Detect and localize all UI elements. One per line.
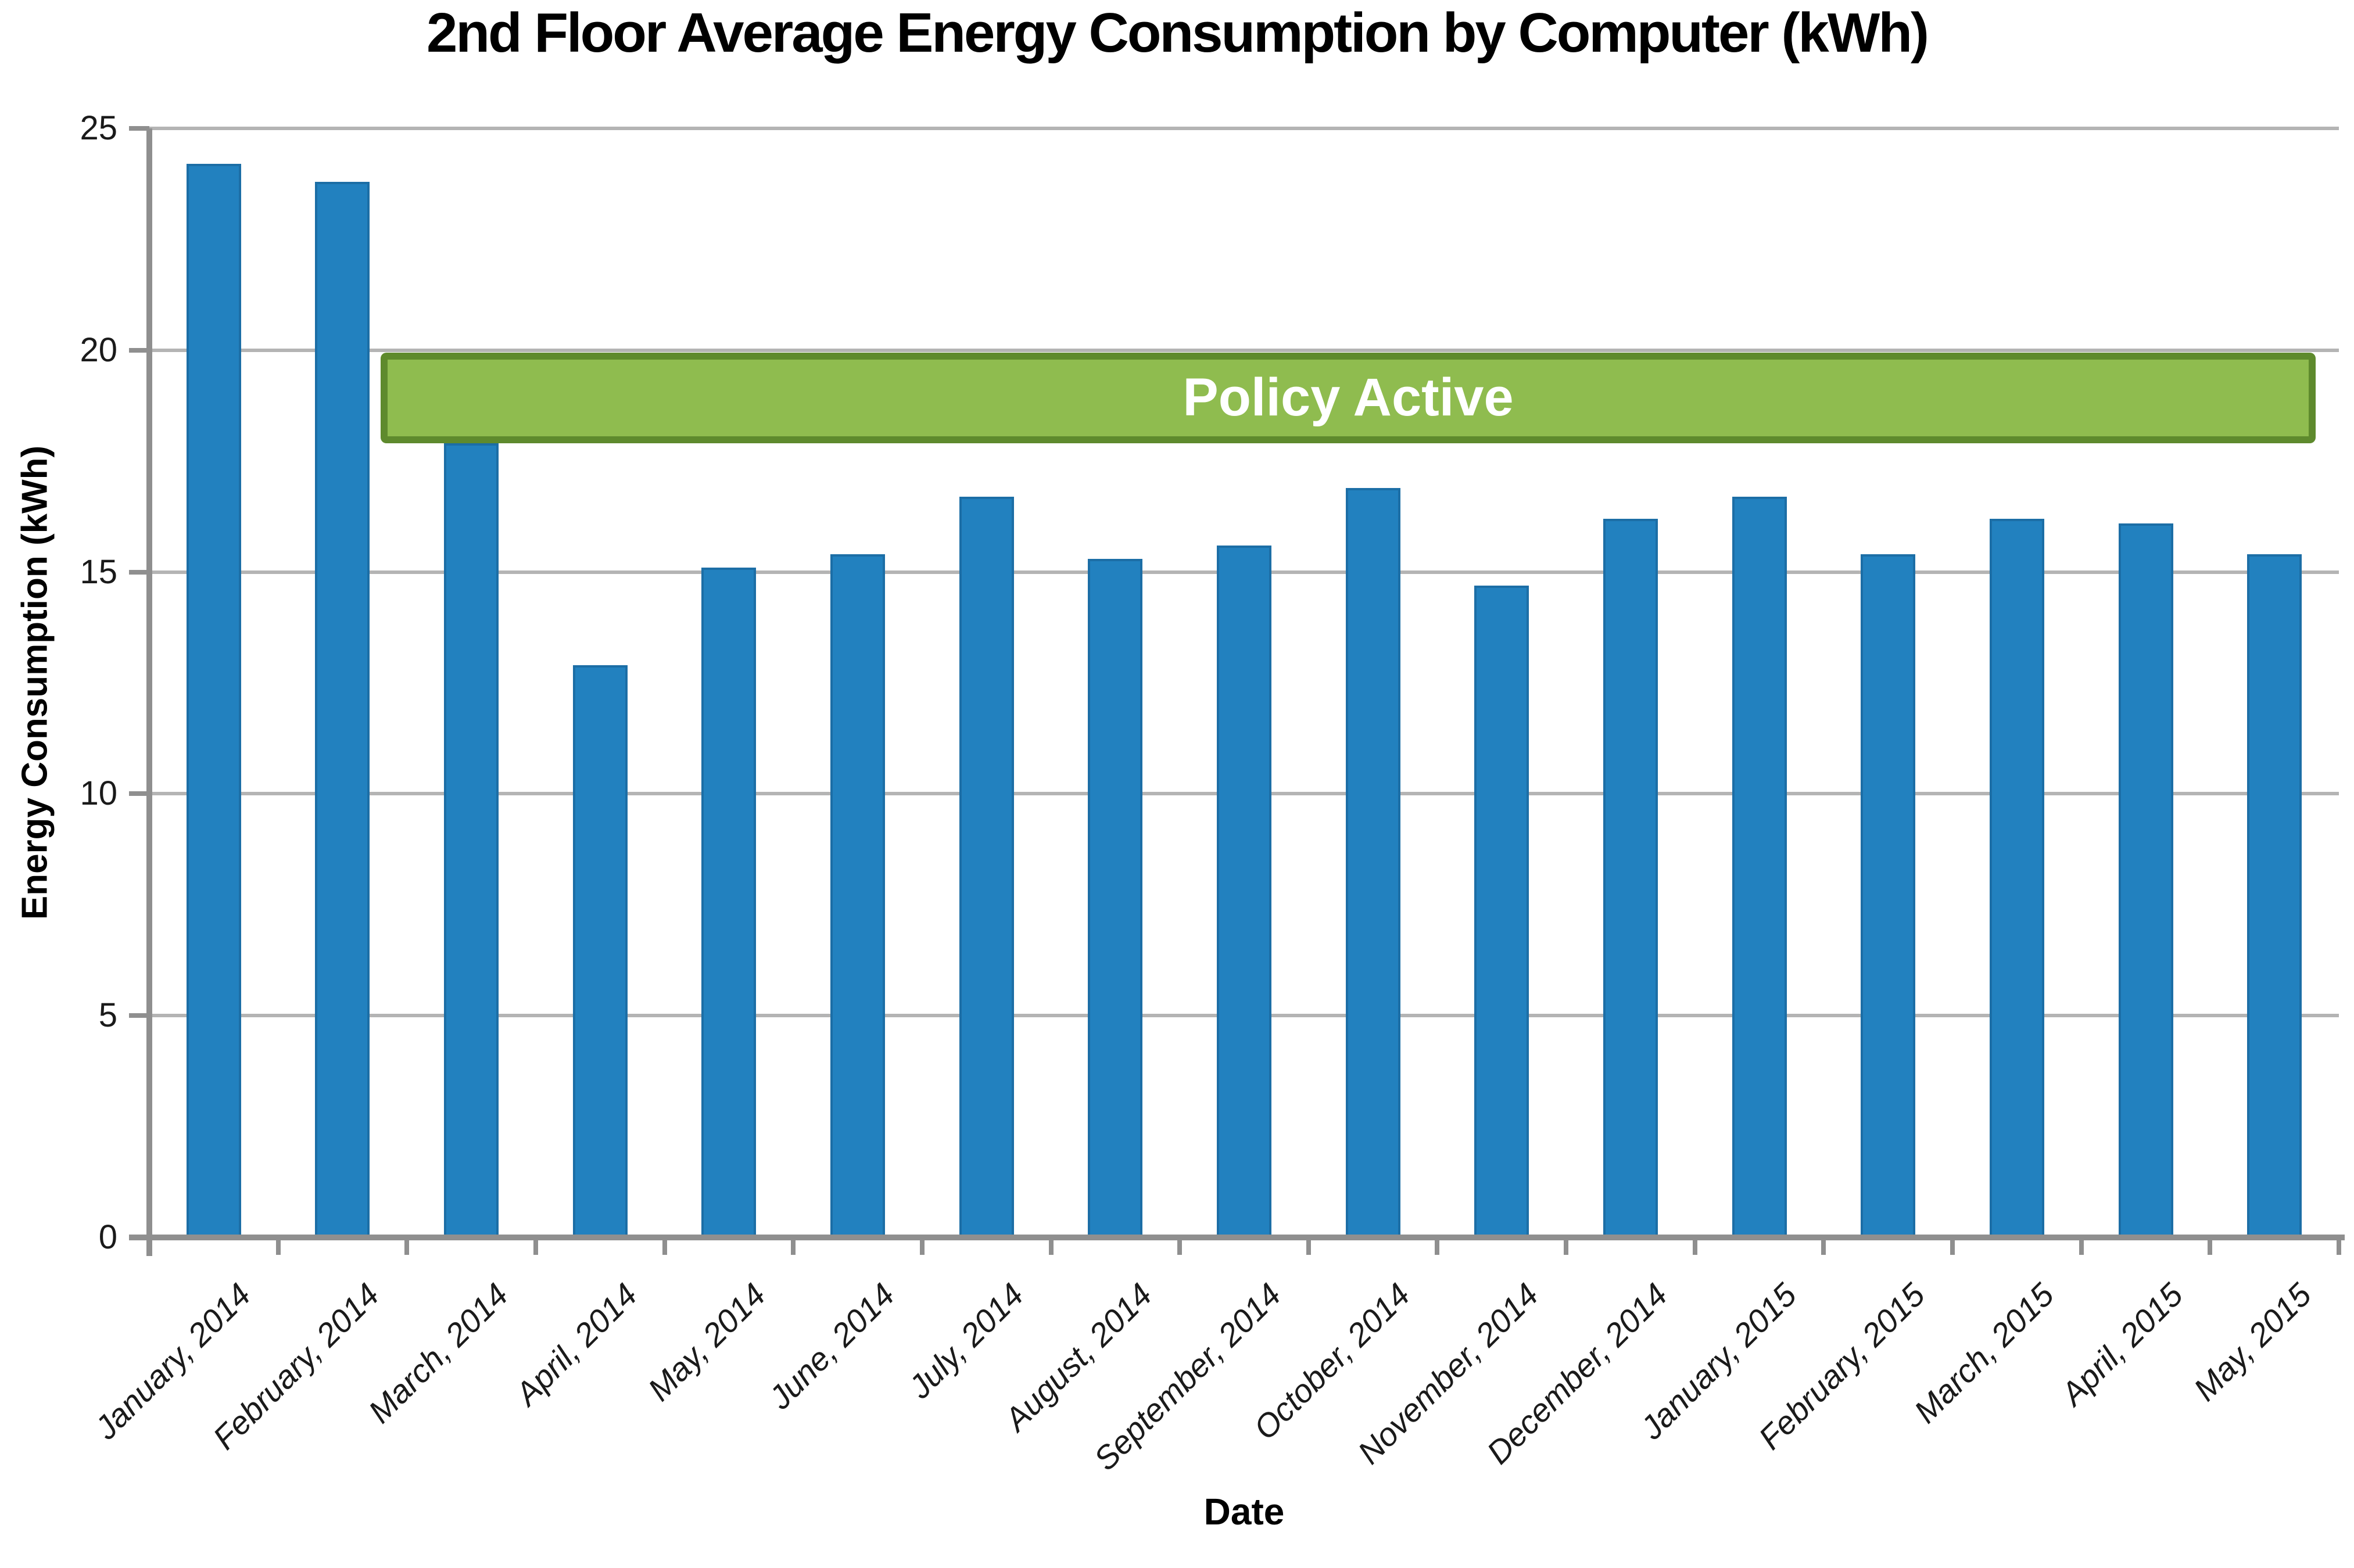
y-tick-label: 10: [80, 774, 117, 813]
x-axis-tick: [1177, 1237, 1183, 1255]
bar: [186, 164, 241, 1236]
x-axis-tick: [1435, 1237, 1440, 1255]
bar: [572, 665, 628, 1236]
y-gridline: [149, 127, 2339, 130]
bar: [315, 181, 370, 1236]
x-axis-tick: [1306, 1237, 1311, 1255]
x-axis-tick: [2079, 1237, 2084, 1255]
y-axis-line: [146, 128, 152, 1256]
x-axis-tick: [2337, 1237, 2341, 1255]
x-axis-tick: [147, 1237, 152, 1255]
y-gridline: [149, 348, 2339, 352]
bar: [1474, 585, 1529, 1236]
y-axis-tick: [129, 1013, 149, 1018]
bar: [2118, 523, 2173, 1236]
bar: [959, 496, 1014, 1236]
chart-title: 2nd Floor Average Energy Consumption by …: [426, 2, 1929, 64]
x-axis-tick: [1564, 1237, 1569, 1255]
y-axis-tick: [129, 126, 149, 131]
policy-active-label: Policy Active: [1183, 368, 1514, 428]
policy-active-banner: Policy Active: [381, 352, 2316, 444]
x-axis-tick: [2208, 1237, 2213, 1255]
bar: [701, 567, 757, 1236]
bar: [830, 554, 886, 1236]
x-axis-tick: [791, 1237, 796, 1255]
x-axis-tick: [275, 1237, 281, 1255]
y-tick-label: 20: [80, 331, 117, 369]
bar: [1088, 558, 1143, 1236]
bar: [444, 443, 499, 1236]
y-axis-tick: [129, 791, 149, 796]
x-axis-tick: [1692, 1237, 1697, 1255]
x-axis-tick: [1048, 1237, 1054, 1255]
y-axis-tick: [129, 569, 149, 575]
bar: [1861, 554, 1916, 1236]
x-axis-tick: [533, 1237, 538, 1255]
bar: [1603, 518, 1658, 1236]
x-axis-tick: [919, 1237, 925, 1255]
x-axis-tick: [404, 1237, 410, 1255]
bar: [2247, 554, 2302, 1236]
x-axis-line: [129, 1235, 2345, 1240]
y-tick-label: 15: [80, 552, 117, 591]
bar: [1345, 487, 1400, 1236]
bar: [1989, 518, 2044, 1236]
x-axis-tick: [1821, 1237, 1826, 1255]
y-tick-label: 5: [98, 996, 117, 1035]
y-axis-title: Energy Consumption (kWh): [15, 445, 55, 920]
x-axis-tick: [662, 1237, 667, 1255]
x-axis-tick: [1950, 1237, 1955, 1255]
y-tick-label: 0: [98, 1218, 117, 1256]
y-axis-tick: [129, 347, 149, 353]
y-tick-label: 25: [80, 109, 117, 147]
x-axis-title: Date: [1203, 1491, 1285, 1533]
bar: [1217, 545, 1271, 1236]
bar: [1732, 496, 1787, 1236]
